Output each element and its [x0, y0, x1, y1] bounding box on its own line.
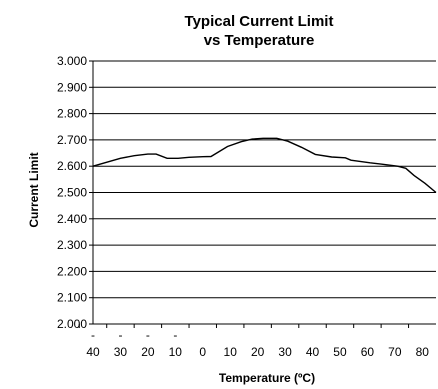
x-tick-label: 40	[86, 345, 100, 359]
x-tick-label: 50	[333, 345, 347, 359]
x-tick-label: 30	[114, 345, 128, 359]
y-tick-label: 2.800	[57, 107, 87, 121]
x-tick-label: 10	[224, 345, 238, 359]
chart-title-line-2: vs Temperature	[204, 32, 315, 49]
y-axis-title: Current Limit	[27, 152, 41, 227]
x-tick-minus: -	[146, 328, 150, 342]
x-tick-label: 30	[278, 345, 292, 359]
chart-title-line-1: Typical Current Limit	[185, 13, 334, 30]
x-tick-minus: -	[118, 328, 122, 342]
y-tick-label: 2.400	[57, 212, 87, 226]
y-tick-labels: 2.000 2.100 2.200 2.300 2.400 2.500 2.600 2.700…	[57, 54, 87, 331]
x-tick-label: 10	[169, 345, 183, 359]
y-tick-label: 2.600	[57, 159, 87, 173]
gridlines	[89, 60, 436, 325]
x-tick-label: 0	[199, 345, 206, 359]
series-line	[92, 137, 437, 194]
y-tick-label: 2.100	[57, 291, 87, 305]
x-tick-minus: -	[91, 328, 95, 342]
x-tick-label: 40	[306, 345, 320, 359]
x-tick-label: 70	[388, 345, 402, 359]
y-tick-label: 3.000	[57, 54, 87, 68]
x-tick-label: 20	[141, 345, 155, 359]
axes	[78, 61, 436, 328]
y-tick-label: 2.200	[57, 264, 87, 278]
x-axis-title: Temperature (ºC)	[219, 371, 315, 385]
x-tick-label: 20	[251, 345, 265, 359]
y-tick-label: 2.300	[57, 238, 87, 252]
x-tick-minus: -	[173, 328, 177, 342]
y-tick-label: 2.900	[57, 80, 87, 94]
x-tick-label: 80	[416, 345, 430, 359]
y-tick-label: 2.700	[57, 133, 87, 147]
x-tick-label: 60	[361, 345, 375, 359]
y-tick-label: 2.500	[57, 186, 87, 200]
y-tick-label: 2.000	[57, 317, 87, 331]
x-tick-labels: - 40 - 30 - 20 - 10 0 10 20 30 40 50 60 70 80	[86, 328, 429, 359]
